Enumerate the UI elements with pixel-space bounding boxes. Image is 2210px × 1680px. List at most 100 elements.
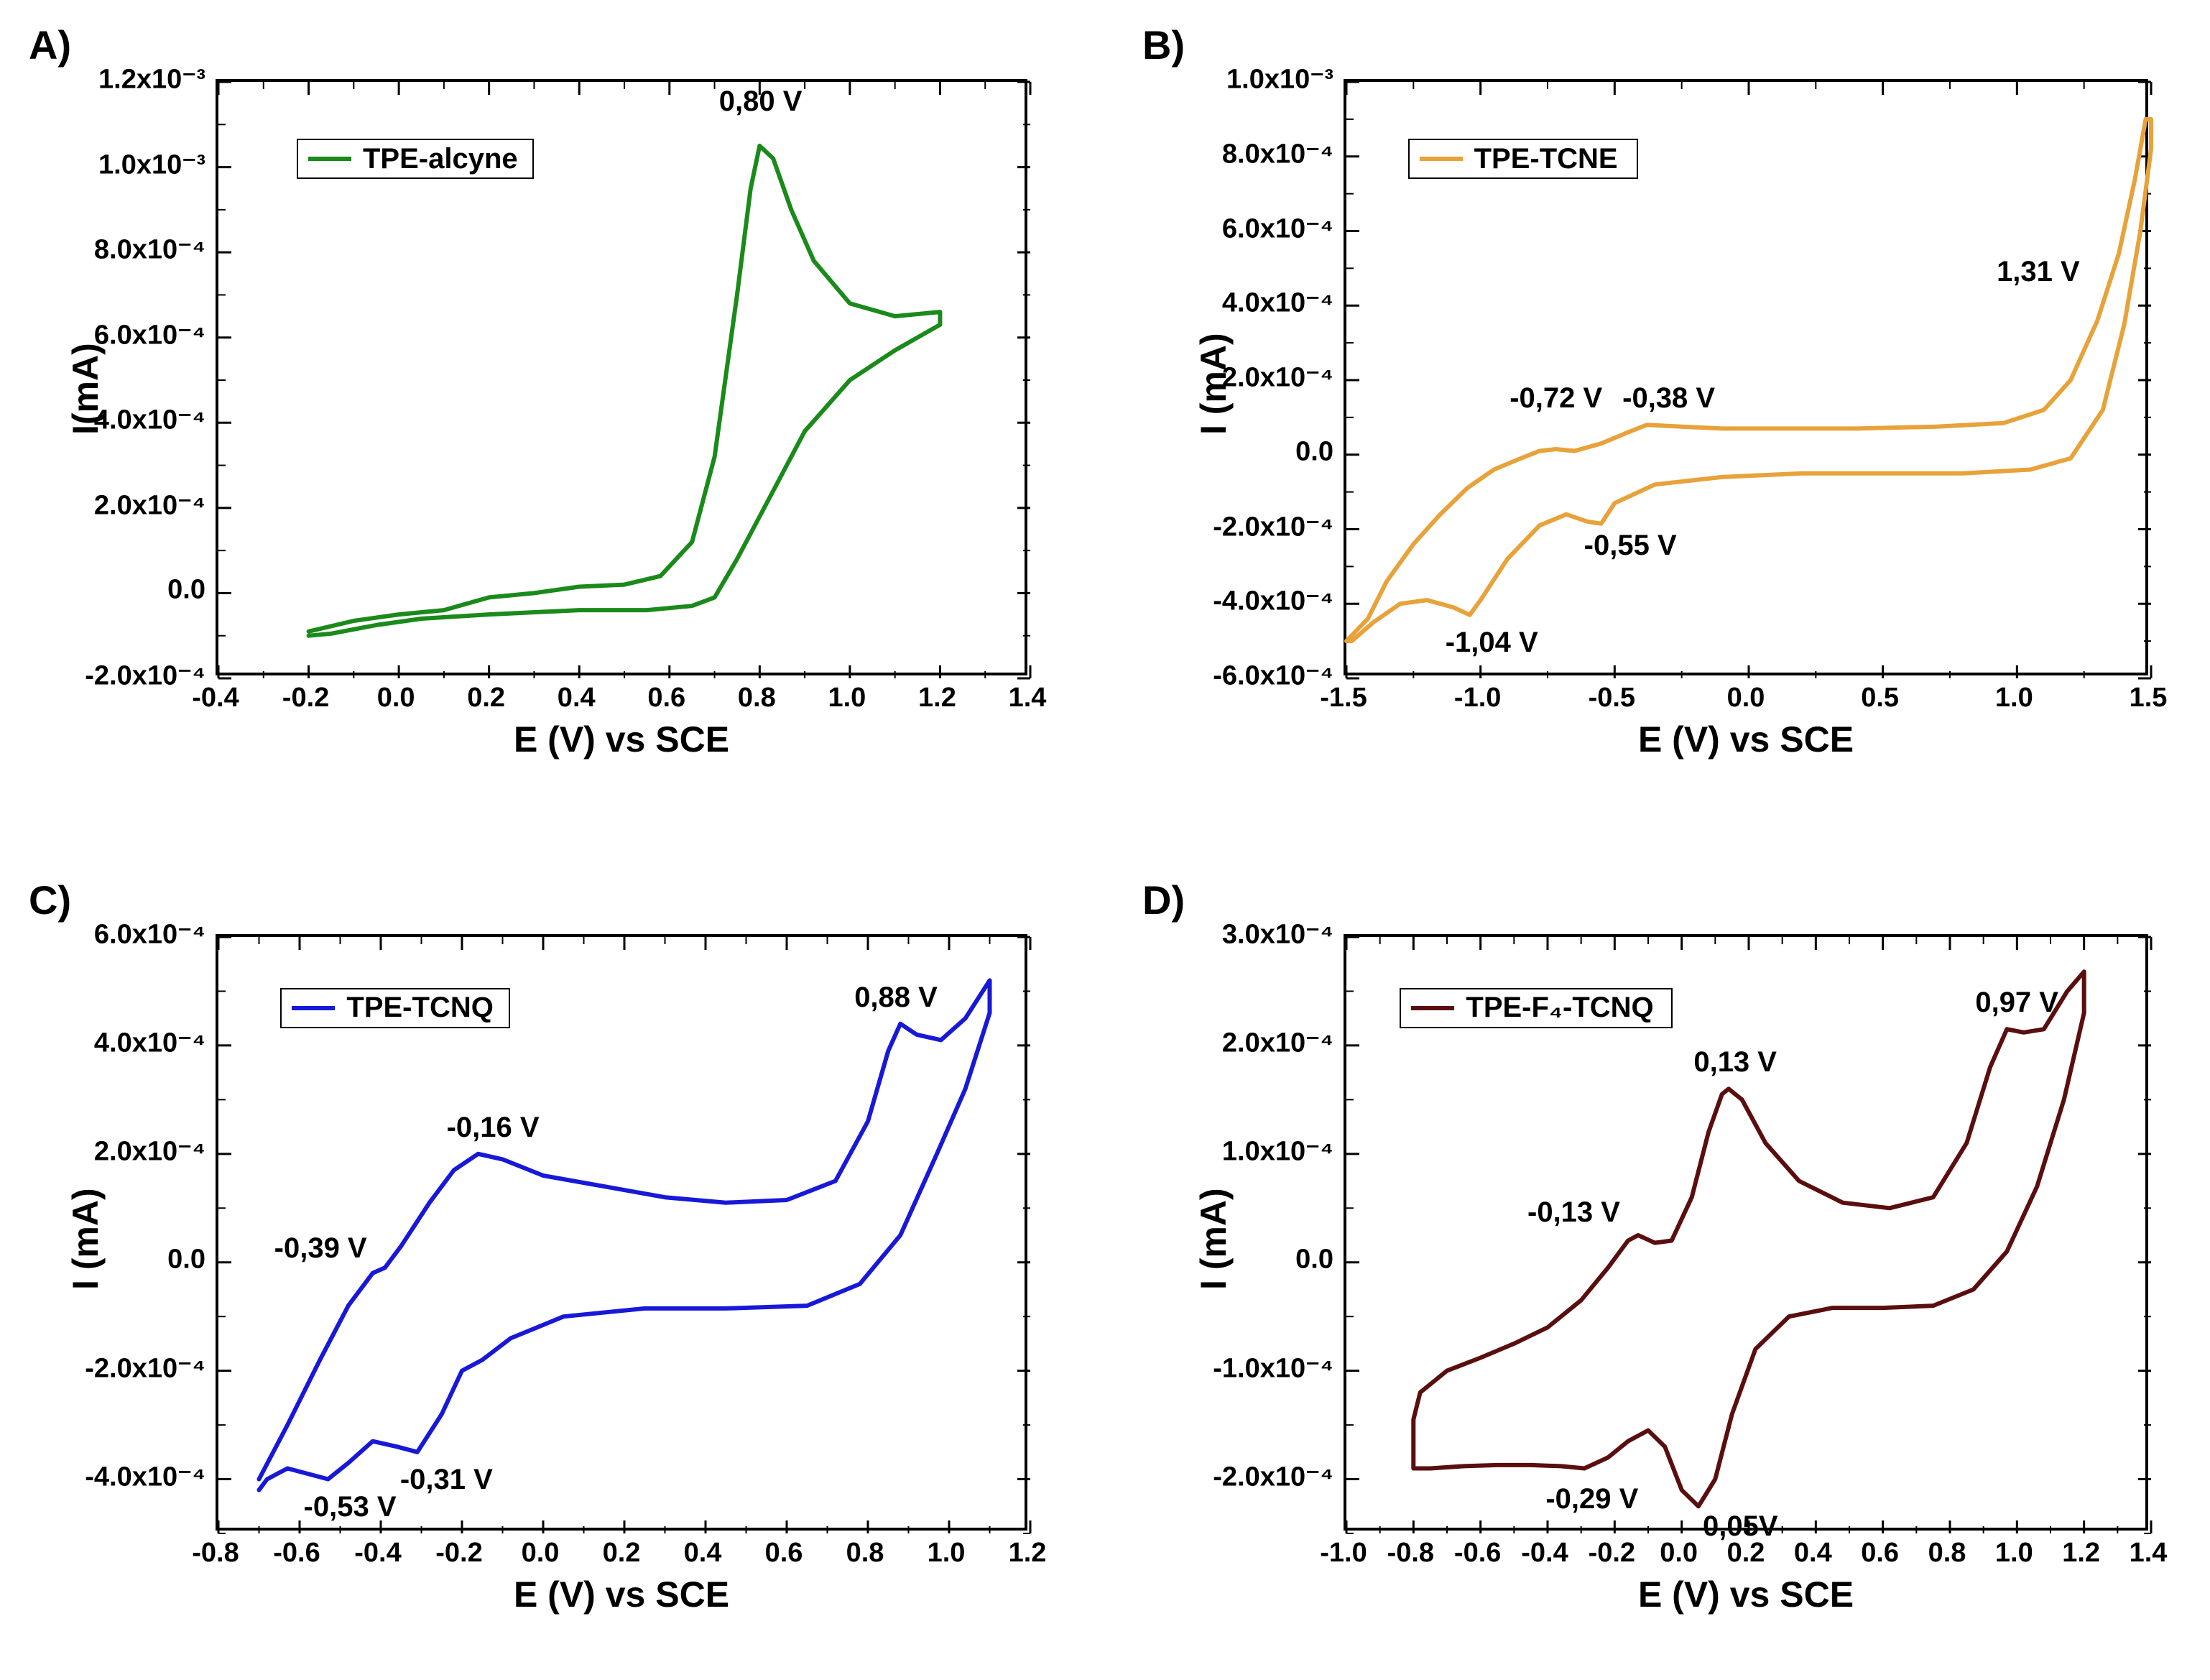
panel-label-C: C) [29, 877, 71, 923]
xtick-label: 0.4 [558, 683, 596, 714]
legend-swatch [308, 157, 351, 161]
peak-annotation-B-2: -0,55 V [1584, 530, 1677, 562]
xtick-label: -1.0 [1454, 683, 1501, 714]
xtick-label: 1.2 [1009, 1538, 1047, 1569]
legend-text: TPE-alcyne [363, 143, 518, 175]
xtick-label: -0.4 [1521, 1538, 1568, 1569]
peak-annotation-A-0: 0,80 V [719, 86, 803, 118]
legend-B: TPE-TCNE [1408, 139, 1638, 179]
peak-annotation-C-3: -0,31 V [400, 1464, 493, 1496]
peak-annotation-D-4: 0,05V [1703, 1510, 1778, 1543]
y-axis-title-B: I (mA) [1193, 333, 1234, 435]
ytick-label: 6.0x10⁻⁴ [94, 918, 205, 951]
ytick-label: -2.0x10⁻⁴ [1213, 1460, 1333, 1492]
xtick-label: 1.2 [2062, 1538, 2100, 1569]
x-axis-title-C: E (V) vs SCE [514, 1574, 729, 1615]
xtick-label: 0.8 [1928, 1538, 1966, 1569]
legend-text: TPE-F₄-TCNQ [1466, 992, 1653, 1024]
ytick-label: -6.0x10⁻⁴ [1213, 660, 1333, 692]
xtick-label: 0.6 [765, 1538, 803, 1569]
ytick-label: 6.0x10⁻⁴ [1222, 212, 1333, 244]
xtick-label: 0.8 [846, 1538, 884, 1569]
cv-curve-B [1346, 119, 2151, 641]
xtick-label: -0.6 [273, 1538, 320, 1569]
xtick-label: 0.6 [1861, 1538, 1899, 1569]
y-axis-title-A: I(mA) [65, 343, 106, 435]
xtick-label: 1.0 [1995, 683, 2033, 714]
xtick-label: -0.2 [435, 1538, 482, 1569]
xtick-label: 1.4 [2130, 1538, 2168, 1569]
x-axis-title-D: E (V) vs SCE [1638, 1574, 1854, 1615]
xtick-label: 1.0 [928, 1538, 966, 1569]
ytick-label: 8.0x10⁻⁴ [94, 234, 205, 266]
ytick-label: 4.0x10⁻⁴ [94, 1026, 205, 1058]
ytick-label: -4.0x10⁻⁴ [1213, 585, 1333, 617]
xtick-label: 0.0 [377, 683, 415, 714]
xtick-label: 1.0 [1995, 1538, 2033, 1569]
y-axis-title-C: I (mA) [65, 1188, 106, 1290]
ytick-label: 2.0x10⁻⁴ [1222, 1026, 1333, 1058]
legend-swatch [1411, 1006, 1454, 1010]
ytick-label: 1.2x10⁻³ [98, 63, 205, 96]
ytick-label: 2.0x10⁻⁴ [94, 489, 205, 521]
xtick-label: 1.2 [918, 683, 956, 714]
ytick-label: 8.0x10⁻⁴ [1222, 137, 1333, 170]
peak-annotation-D-0: 0,13 V [1693, 1046, 1777, 1079]
x-axis-title-B: E (V) vs SCE [1638, 719, 1854, 760]
xtick-label: -0.2 [282, 683, 329, 714]
ytick-label: -2.0x10⁻⁴ [85, 1352, 205, 1384]
ytick-label: 2.0x10⁻⁴ [94, 1135, 205, 1167]
peak-annotation-C-1: -0,39 V [274, 1232, 367, 1265]
peak-annotation-C-0: -0,16 V [447, 1112, 540, 1144]
ytick-label: 6.0x10⁻⁴ [94, 318, 205, 351]
ytick-label: -2.0x10⁻⁴ [1213, 510, 1333, 543]
peak-annotation-B-1: -0,38 V [1622, 382, 1715, 415]
legend-swatch [292, 1006, 335, 1010]
legend-swatch [1420, 157, 1463, 161]
xtick-label: 0.8 [738, 683, 776, 714]
xtick-label: -0.2 [1589, 1538, 1635, 1569]
y-axis-title-D: I (mA) [1193, 1188, 1234, 1290]
cv-curve-A [309, 146, 940, 636]
ytick-label: 0.0 [167, 1244, 205, 1275]
xtick-label: 0.2 [603, 1538, 641, 1569]
panel-label-B: B) [1142, 22, 1185, 68]
ytick-label: 4.0x10⁻⁴ [1222, 287, 1333, 319]
xtick-label: -0.8 [1387, 1538, 1434, 1569]
xtick-label: -0.6 [1454, 1538, 1501, 1569]
xtick-label: 0.2 [467, 683, 505, 714]
xtick-label: 0.0 [1660, 1538, 1698, 1569]
peak-annotation-C-2: 0,88 V [854, 982, 938, 1014]
ytick-label: 4.0x10⁻⁴ [94, 404, 205, 436]
peak-annotation-B-4: 1,31 V [1997, 256, 2080, 288]
legend-D: TPE-F₄-TCNQ [1400, 988, 1673, 1028]
xtick-label: 0.4 [1794, 1538, 1832, 1569]
panel-label-A: A) [29, 22, 71, 68]
xtick-label: 1.5 [2130, 683, 2168, 714]
ytick-label: -1.0x10⁻⁴ [1213, 1352, 1333, 1384]
peak-annotation-D-3: -0,29 V [1545, 1483, 1638, 1515]
xtick-label: 0.6 [647, 683, 685, 714]
xtick-label: 0.5 [1861, 683, 1899, 714]
legend-C: TPE-TCNQ [280, 988, 510, 1028]
xtick-label: 0.4 [684, 1538, 722, 1569]
figure-page: A) -0.4 -0.2 0.0 0.2 0.4 0.6 0.8 1.0 1.2 1.4 -2.0x1… [0, 0, 2210, 1680]
xtick-label: -0.8 [192, 1538, 239, 1569]
ytick-label: -2.0x10⁻⁴ [85, 660, 205, 692]
cv-curve-C [259, 980, 990, 1490]
peak-annotation-B-0: -0,72 V [1509, 382, 1602, 415]
peak-annotation-D-2: 0,97 V [1975, 987, 2058, 1019]
legend-text: TPE-TCNQ [346, 992, 493, 1024]
xtick-label: -0.5 [1589, 683, 1635, 714]
xtick-label: -0.4 [354, 1538, 401, 1569]
xtick-label: 0.0 [1727, 683, 1765, 714]
legend-A: TPE-alcyne [297, 139, 534, 179]
peak-annotation-B-3: -1,04 V [1446, 627, 1538, 659]
xtick-label: -1.0 [1320, 1538, 1367, 1569]
ytick-label: 1.0x10⁻³ [1226, 63, 1333, 96]
ytick-label: 0.0 [1295, 1244, 1333, 1275]
ytick-label: 1.0x10⁻³ [98, 148, 205, 180]
legend-text: TPE-TCNE [1474, 143, 1618, 175]
ytick-label: 2.0x10⁻⁴ [1222, 361, 1333, 394]
xtick-label: 0.0 [522, 1538, 560, 1569]
